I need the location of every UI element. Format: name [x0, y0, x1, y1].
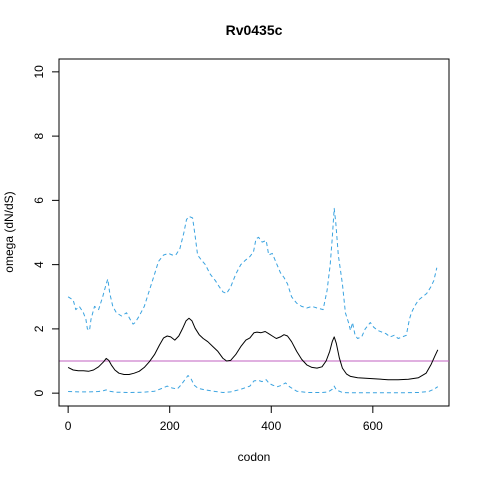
- series-layer: [67, 207, 439, 394]
- y-tick-label: 0: [32, 389, 46, 396]
- y-tick-label: 8: [32, 132, 46, 139]
- y-axis: 0 2 4 6 8 10: [32, 65, 60, 396]
- y-axis-label: omega (dN/dS): [2, 191, 16, 272]
- x-tick-label: 400: [261, 419, 281, 433]
- y-tick-label: 4: [32, 261, 46, 268]
- plot-frame: [58, 58, 450, 407]
- series-line-estimate: [67, 317, 439, 381]
- y-tick-label: 6: [32, 197, 46, 204]
- chart-title: Rv0435c: [226, 22, 283, 38]
- y-tick-label: 2: [32, 325, 46, 332]
- series-line-upper: [67, 207, 438, 339]
- x-tick-label: 0: [65, 419, 72, 433]
- y-tick-label: 10: [32, 65, 46, 79]
- x-axis-label: codon: [238, 450, 271, 464]
- series-line-lower: [68, 375, 439, 394]
- x-tick-label: 600: [363, 419, 383, 433]
- x-axis: 0 200 400 600: [65, 405, 383, 433]
- x-tick-label: 200: [160, 419, 180, 433]
